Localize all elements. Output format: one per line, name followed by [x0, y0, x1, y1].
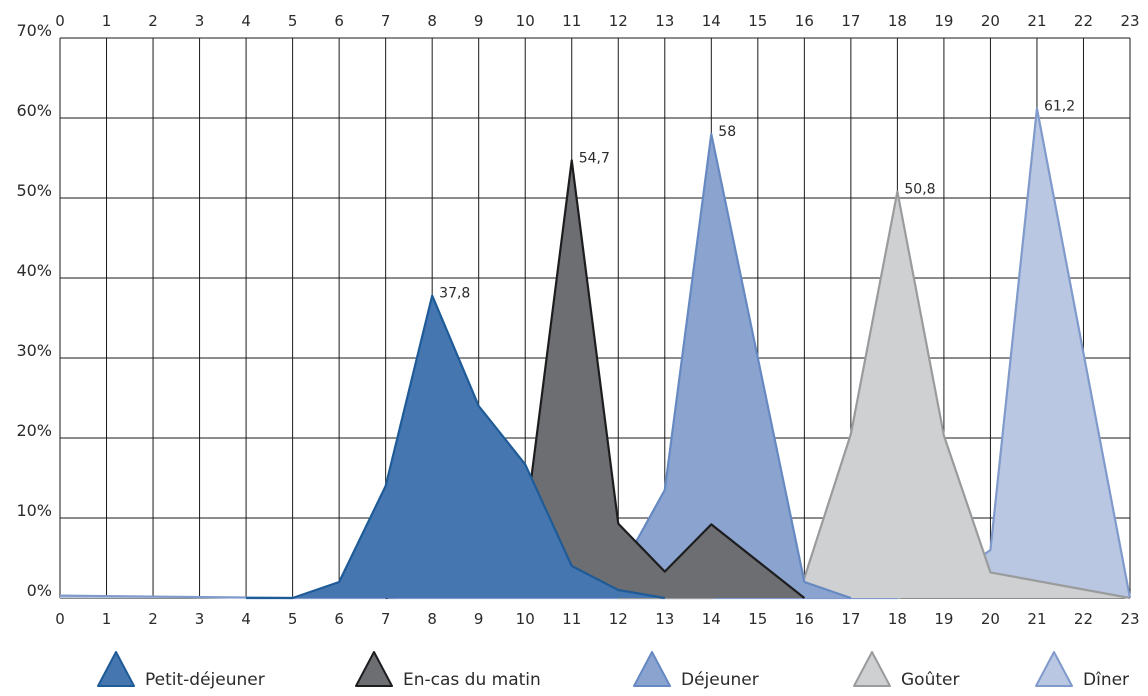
- x-tick-label: 12: [609, 610, 628, 628]
- x-tick-label-top: 8: [427, 12, 437, 30]
- legend-label: Petit-déjeuner: [145, 670, 265, 690]
- legend: Petit-déjeuner En-cas du matin Déjeuner Goû…: [97, 651, 1129, 690]
- x-tick-label: 4: [241, 610, 251, 628]
- x-tick-label: 3: [195, 610, 205, 628]
- data-label: 50,8: [904, 182, 935, 198]
- x-tick-label-top: 0: [55, 12, 65, 30]
- legend-label: Déjeuner: [681, 670, 759, 690]
- series-area: [385, 160, 805, 598]
- x-tick-label: 11: [562, 610, 581, 628]
- y-tick-label: 60%: [16, 101, 52, 120]
- y-tick-label: 0%: [27, 581, 52, 600]
- x-tick-label-top: 20: [981, 12, 1000, 30]
- x-tick-label-top: 6: [334, 12, 344, 30]
- x-tick-label: 13: [655, 610, 674, 628]
- x-tick-label-top: 9: [474, 12, 484, 30]
- x-tick-label: 10: [516, 610, 535, 628]
- axes: 0011223344556677889910101111121213131414…: [16, 12, 1139, 628]
- x-tick-label-top: 19: [934, 12, 953, 30]
- legend-swatch: [1035, 651, 1073, 687]
- x-tick-label-top: 7: [381, 12, 391, 30]
- x-tick-label: 6: [334, 610, 344, 628]
- legend-swatch: [853, 651, 891, 687]
- data-label: 61,2: [1044, 98, 1075, 114]
- x-tick-label-top: 12: [609, 12, 628, 30]
- legend-label: Goûter: [901, 670, 959, 690]
- x-tick-label-top: 2: [148, 12, 158, 30]
- x-tick-label: 23: [1120, 610, 1139, 628]
- series-area: [60, 108, 1130, 599]
- y-tick-label: 40%: [16, 261, 52, 280]
- x-tick-label: 14: [702, 610, 721, 628]
- y-tick-label: 10%: [16, 501, 52, 520]
- x-tick-label: 5: [288, 610, 298, 628]
- x-tick-label-top: 4: [241, 12, 251, 30]
- x-tick-label: 8: [427, 610, 437, 628]
- x-tick-label: 18: [888, 610, 907, 628]
- y-tick-label: 50%: [16, 181, 52, 200]
- x-tick-label: 19: [934, 610, 953, 628]
- x-tick-label-top: 18: [888, 12, 907, 30]
- x-tick-label-top: 11: [562, 12, 581, 30]
- x-tick-label-top: 15: [748, 12, 767, 30]
- x-tick-label-top: 1: [102, 12, 112, 30]
- x-tick-label: 2: [148, 610, 158, 628]
- data-labels: 37,8 54,7 58 50,8 61,2: [439, 98, 1075, 301]
- x-tick-label-top: 22: [1074, 12, 1093, 30]
- data-label: 37,8: [439, 286, 470, 302]
- legend-label: Dîner: [1083, 670, 1129, 690]
- y-tick-label: 20%: [16, 421, 52, 440]
- data-label: 54,7: [579, 150, 610, 166]
- x-tick-label: 9: [474, 610, 484, 628]
- x-tick-label: 17: [841, 610, 860, 628]
- series-area: [246, 295, 665, 598]
- legend-swatch: [97, 651, 135, 687]
- x-tick-label: 21: [1027, 610, 1046, 628]
- x-tick-label-top: 16: [795, 12, 814, 30]
- series-areas: [59, 107, 1132, 600]
- y-tick-label: 70%: [16, 21, 52, 40]
- x-tick-label-top: 14: [702, 12, 721, 30]
- series-line: [246, 294, 665, 600]
- data-label: 58: [718, 124, 736, 140]
- x-tick-label-top: 13: [655, 12, 674, 30]
- x-tick-label-top: 23: [1120, 12, 1139, 30]
- x-tick-label-top: 3: [195, 12, 205, 30]
- x-tick-label: 0: [55, 610, 65, 628]
- legend-label: En-cas du matin: [403, 670, 541, 690]
- x-tick-label-top: 17: [841, 12, 860, 30]
- x-tick-label: 16: [795, 610, 814, 628]
- x-tick-label: 7: [381, 610, 391, 628]
- x-tick-label-top: 5: [288, 12, 298, 30]
- x-tick-label-top: 21: [1027, 12, 1046, 30]
- x-tick-label: 22: [1074, 610, 1093, 628]
- legend-swatch: [355, 651, 393, 687]
- x-tick-label: 20: [981, 610, 1000, 628]
- series-area: [618, 191, 1130, 598]
- y-tick-label: 30%: [16, 341, 52, 360]
- x-tick-label: 15: [748, 610, 767, 628]
- x-tick-label: 1: [102, 610, 112, 628]
- x-tick-label-top: 10: [516, 12, 535, 30]
- legend-swatch: [633, 651, 671, 687]
